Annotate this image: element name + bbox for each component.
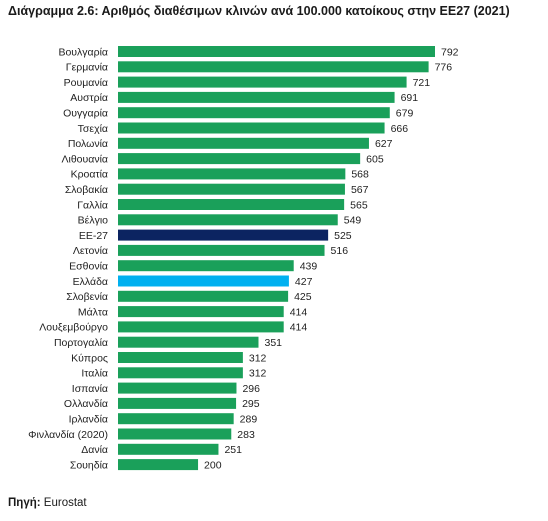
category-label: Λετονία xyxy=(73,245,108,257)
bar xyxy=(118,183,345,195)
source-note: Πηγή: Eurostat xyxy=(8,497,87,509)
bar xyxy=(118,275,289,287)
value-label: 691 xyxy=(401,92,419,104)
bar xyxy=(118,199,345,210)
category-label: Λιθουανία xyxy=(62,153,109,165)
bar xyxy=(118,397,237,409)
value-label: 627 xyxy=(375,138,393,150)
source-label: Πηγή: xyxy=(8,497,41,509)
category-label: Μάλτα xyxy=(78,306,108,318)
value-label: 312 xyxy=(249,368,267,380)
bar xyxy=(118,382,237,394)
category-label: Γαλλία xyxy=(77,199,108,211)
bar xyxy=(118,443,219,455)
category-label: Αυστρία xyxy=(70,92,108,104)
category-label: ΕΕ-27 xyxy=(79,230,108,242)
value-label: 792 xyxy=(441,46,459,58)
value-label: 679 xyxy=(396,108,414,120)
value-label: 414 xyxy=(290,306,308,318)
value-label: 414 xyxy=(290,322,308,334)
bar xyxy=(118,336,259,348)
value-label: 567 xyxy=(351,184,369,196)
value-label: 200 xyxy=(204,459,222,471)
category-label: Ισπανία xyxy=(72,383,108,395)
category-label: Ελλάδα xyxy=(73,276,108,288)
value-label: 721 xyxy=(413,77,431,89)
category-label: Δανία xyxy=(81,444,108,456)
category-label: Βέλγιο xyxy=(78,215,109,227)
value-label: 605 xyxy=(366,153,384,165)
value-label: 296 xyxy=(242,383,260,395)
category-label: Κύπρος xyxy=(71,352,108,364)
bar xyxy=(118,352,243,363)
value-label: 312 xyxy=(249,352,267,364)
value-label: 427 xyxy=(295,276,313,288)
bar xyxy=(118,214,338,226)
category-label: Ολλανδία xyxy=(64,398,108,410)
category-label: Εσθονία xyxy=(69,261,108,273)
category-label: Τσεχία xyxy=(78,123,108,135)
bar xyxy=(118,290,289,302)
value-label: 283 xyxy=(237,429,255,441)
value-label: 568 xyxy=(351,169,369,181)
category-label: Ουγγαρία xyxy=(63,108,108,120)
category-label: Φινλανδία (2020) xyxy=(28,429,108,441)
bar xyxy=(118,229,329,241)
chart-title: Διάγραμμα 2.6: Αριθμός διαθέσιμων κλινών… xyxy=(8,4,510,18)
value-label: 525 xyxy=(334,230,352,242)
category-label: Πορτογαλία xyxy=(54,337,108,349)
bar xyxy=(118,413,234,425)
category-label: Σουηδία xyxy=(70,459,108,471)
bar xyxy=(118,306,284,318)
bar xyxy=(118,91,395,103)
bar xyxy=(118,260,294,272)
value-label: 351 xyxy=(264,337,282,349)
value-label: 289 xyxy=(240,414,258,426)
value-label: 565 xyxy=(350,199,368,211)
value-label: 295 xyxy=(242,398,260,410)
bar xyxy=(118,122,385,134)
category-label: Σλοβακία xyxy=(65,184,108,196)
value-label: 549 xyxy=(344,215,362,227)
bar xyxy=(118,428,232,440)
value-label: 425 xyxy=(294,291,312,303)
value-label: 439 xyxy=(300,261,318,273)
bar xyxy=(118,46,435,57)
bar xyxy=(118,168,346,180)
value-label: 251 xyxy=(224,444,242,456)
bar xyxy=(118,76,407,88)
bar xyxy=(118,137,369,149)
category-label: Βουλγαρία xyxy=(58,46,108,58)
bar xyxy=(118,244,325,256)
category-label: Κροατία xyxy=(71,169,108,181)
bar xyxy=(118,153,361,165)
value-label: 776 xyxy=(435,62,453,74)
category-label: Γερμανία xyxy=(66,62,108,74)
category-label: Πολωνία xyxy=(68,138,108,150)
bar xyxy=(118,367,243,379)
value-label: 516 xyxy=(331,245,349,257)
bar xyxy=(118,321,284,333)
bar xyxy=(118,459,199,471)
category-label: Ιταλία xyxy=(81,368,108,380)
category-label: Ρουμανία xyxy=(64,77,108,89)
category-label: Σλοβενία xyxy=(66,291,108,303)
source-value: Eurostat xyxy=(43,497,87,509)
category-label: Ιρλανδία xyxy=(69,414,108,426)
bar xyxy=(118,107,390,119)
category-label: Λουξεμβούργο xyxy=(39,322,108,334)
bar xyxy=(118,61,429,73)
value-label: 666 xyxy=(391,123,409,135)
